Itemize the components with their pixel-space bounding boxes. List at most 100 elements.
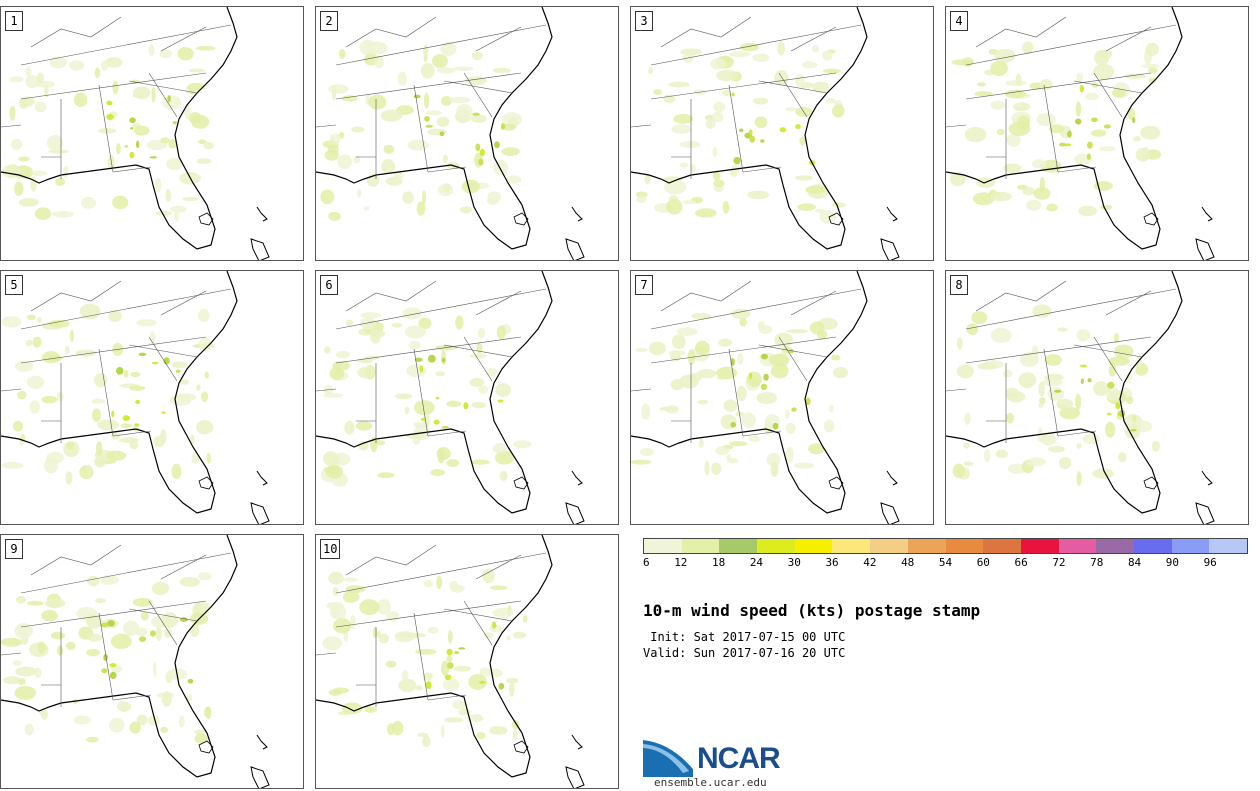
wind-shading	[799, 136, 807, 146]
wind-shading	[106, 450, 127, 461]
ensemble-member-map: 1	[0, 6, 304, 261]
member-label: 1	[5, 11, 23, 31]
wind-shading	[644, 174, 651, 185]
state-border	[20, 24, 232, 66]
ensemble-member-map: 6	[315, 270, 619, 525]
wind-shading	[44, 84, 49, 98]
wind-shading	[350, 614, 356, 630]
wind-shading	[453, 665, 472, 672]
wind-shading	[1126, 396, 1134, 405]
colorbar-tick-label: 84	[1127, 556, 1142, 569]
state-border	[98, 84, 114, 173]
wind-shading	[1124, 423, 1141, 440]
colorbar-tick-label: 6	[643, 556, 650, 569]
wind-shading	[124, 145, 128, 148]
wind-shading	[196, 158, 212, 165]
wind-shading	[414, 357, 423, 362]
wind-shading	[492, 607, 514, 618]
wind-shading	[1004, 89, 1027, 99]
state-border	[160, 26, 207, 52]
state-border	[335, 336, 522, 364]
wind-shading	[332, 360, 351, 371]
wind-shading	[422, 414, 430, 428]
wind-shading	[110, 633, 132, 650]
wind-shading	[323, 346, 331, 354]
wind-shading	[779, 127, 787, 133]
wind-shading	[423, 92, 430, 109]
wind-shading	[123, 620, 140, 636]
wind-shading	[446, 459, 459, 467]
wind-shading	[195, 46, 216, 51]
state-border	[98, 348, 114, 437]
wind-shading	[385, 660, 397, 668]
wind-shading	[1026, 457, 1046, 467]
wind-shading	[522, 614, 528, 623]
colorbar-ticks: 6 12 18 24 30 36 42 48 54 60 66 72 78 84 90 96	[643, 556, 1248, 572]
wind-shading	[57, 645, 64, 656]
wind-shading	[320, 189, 335, 205]
wind-shading	[398, 678, 417, 693]
island-outline	[256, 470, 268, 486]
wind-shading	[427, 354, 436, 363]
wind-shading	[492, 442, 507, 454]
colorbar-tick-label: 54	[938, 556, 953, 569]
wind-shading	[94, 67, 101, 79]
state-border	[1093, 336, 1123, 382]
wind-shading	[749, 135, 756, 143]
wind-speed-colorbar	[643, 538, 1248, 554]
wind-shading	[402, 307, 422, 320]
wind-shading	[353, 155, 361, 164]
wind-shading	[95, 441, 103, 457]
map-canvas	[316, 7, 585, 260]
wind-shading	[715, 366, 738, 380]
wind-shading	[161, 691, 172, 707]
wind-shading	[129, 117, 136, 124]
wind-shading	[491, 624, 497, 627]
colorbar-tick-label: 60	[976, 556, 990, 569]
wind-shading	[1075, 101, 1082, 117]
wind-shading	[468, 674, 487, 690]
wind-shading	[1090, 117, 1098, 122]
state-border	[335, 600, 522, 628]
state-border	[30, 280, 122, 312]
wind-shading	[1086, 153, 1091, 160]
wind-shading	[413, 94, 421, 99]
state-border	[316, 388, 337, 392]
wind-shading	[337, 154, 353, 169]
map-canvas	[631, 7, 900, 260]
wind-shading	[31, 170, 48, 177]
wind-shading	[785, 447, 794, 463]
wind-shading	[812, 81, 830, 93]
wind-shading	[435, 396, 440, 400]
coastline	[316, 7, 553, 250]
wind-shading	[704, 460, 710, 476]
wind-shading	[404, 325, 426, 339]
wind-shading	[472, 353, 487, 359]
wind-shading	[455, 315, 464, 330]
wind-shading	[136, 140, 140, 149]
wind-shading	[420, 63, 435, 79]
island-outline	[565, 502, 585, 524]
coastline	[1, 535, 238, 778]
wind-shading	[204, 706, 211, 718]
wind-shading	[487, 668, 503, 678]
wind-shading	[151, 581, 170, 596]
wind-shading	[419, 365, 424, 373]
wind-shading	[430, 469, 445, 477]
wind-shading	[322, 636, 342, 651]
wind-shading	[1148, 77, 1157, 84]
wind-shading	[415, 685, 423, 691]
wind-shading	[682, 199, 696, 205]
wind-shading	[63, 165, 69, 179]
wind-shading	[1108, 356, 1131, 366]
wind-shading	[832, 104, 845, 118]
wind-shading	[1130, 429, 1137, 432]
member-label: 3	[635, 11, 653, 31]
wind-shading	[133, 125, 150, 136]
wind-shading	[97, 127, 117, 134]
state-border	[463, 600, 493, 646]
wind-shading	[1105, 387, 1120, 401]
wind-shading	[374, 55, 384, 69]
wind-shading	[342, 95, 358, 102]
wind-shading	[801, 61, 818, 69]
